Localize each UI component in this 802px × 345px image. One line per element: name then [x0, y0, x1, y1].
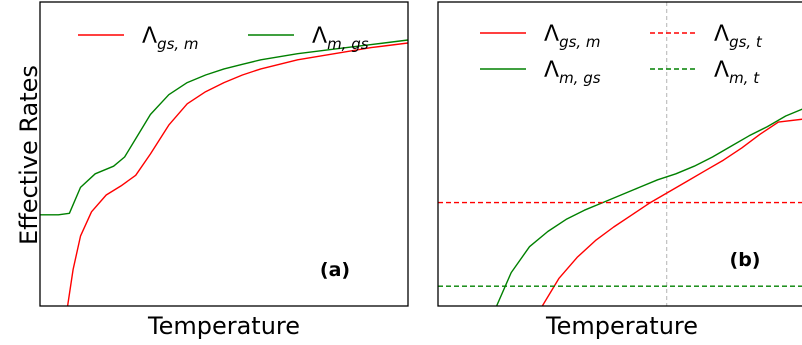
panel-b-legend-entry-gs-m: Λgs, m	[480, 22, 601, 51]
legend-label: Λm, gs	[312, 24, 369, 53]
panel-b-series-gs-m-line	[541, 118, 802, 306]
panel-b-x-axis-title: Temperature	[545, 312, 698, 340]
legend-label: Λm, gs	[544, 58, 601, 87]
legend-label: Λgs, m	[544, 22, 601, 51]
panel-a-legend-entry-m-gs: Λm, gs	[248, 24, 369, 53]
panel-a: Λgs, m Λm, gs (a) Temperature	[39, 1, 409, 340]
legend-label: Λgs, t	[714, 22, 763, 51]
panel-a-legend-entry-gs-m: Λgs, m	[78, 24, 199, 53]
panel-b-frame	[437, 1, 802, 307]
panel-b-series	[438, 2, 802, 306]
panel-a-label: (a)	[320, 259, 350, 281]
panel-b-legend-entry-gs-t-dashed: Λgs, t	[650, 22, 763, 51]
panel-a-series	[40, 39, 408, 306]
panel-b-legend: Λgs, m Λm, gs Λgs, t Λm, t	[480, 22, 763, 87]
legend-label: Λgs, m	[142, 24, 199, 53]
panel-b-legend-entry-m-t-dashed: Λm, t	[650, 58, 760, 87]
panel-b-label: (b)	[730, 249, 761, 271]
panel-b-series-m-gs-line	[495, 108, 802, 306]
panel-b: Λgs, m Λm, gs Λgs, t Λm, t (b) Temperature	[437, 1, 802, 340]
panel-a-series-gs-m-line	[66, 42, 408, 306]
panel-b-legend-entry-m-gs: Λm, gs	[480, 58, 601, 87]
panel-a-legend: Λgs, m Λm, gs	[78, 24, 369, 53]
panel-a-x-axis-title: Temperature	[147, 312, 300, 340]
y-axis-title: Effective Rates	[15, 65, 43, 245]
panel-a-series-m-gs-line	[40, 39, 408, 216]
panel-a-frame	[39, 1, 409, 307]
legend-label: Λm, t	[714, 58, 760, 87]
